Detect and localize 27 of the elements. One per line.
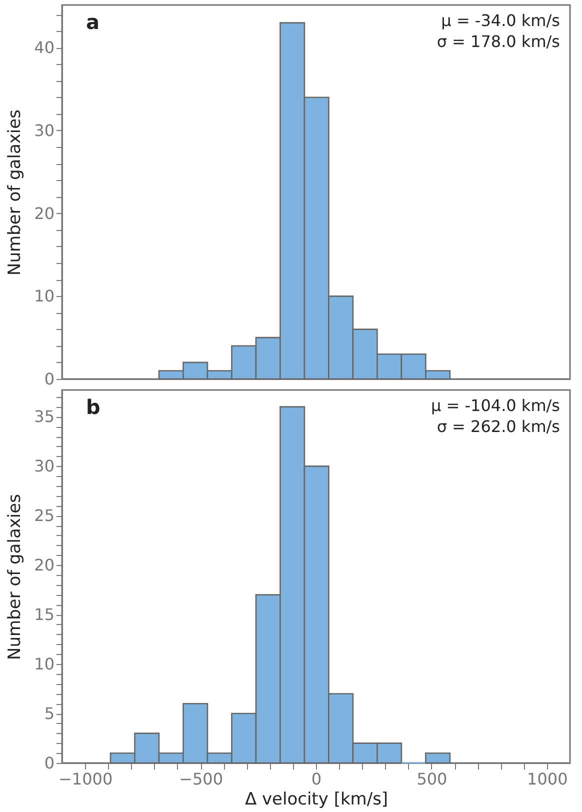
y-tick-label: 10: [34, 286, 54, 306]
y-axis-title: Number of galaxies: [5, 494, 26, 660]
y-tick-label: 10: [34, 654, 54, 674]
y-tick-label: 0: [44, 754, 54, 772]
annotation: σ = 178.0 km/s: [436, 32, 560, 51]
y-tick-label: 20: [34, 204, 54, 223]
x-tick-label: 0: [311, 770, 322, 788]
y-tick-label: 30: [34, 120, 54, 140]
y-tick-label: 15: [34, 605, 54, 624]
annotation: μ = -104.0 km/s: [431, 396, 560, 415]
annotation: a: [86, 10, 100, 34]
annotation: μ = -34.0 km/s: [441, 11, 560, 30]
y-tick-label: 35: [34, 407, 54, 426]
annotation: σ = 262.0 km/s: [436, 417, 560, 436]
x-tick-label: 500: [416, 770, 448, 788]
x-tick-label: 1000: [527, 770, 568, 788]
x-axis-title: Δ velocity [km/s]: [244, 790, 388, 810]
x-tick-label: −500: [179, 770, 224, 788]
y-tick-label: 30: [34, 456, 54, 476]
annotation: b: [86, 395, 100, 419]
y-tick-label: 20: [34, 556, 54, 575]
y-tick-label: 5: [44, 704, 54, 724]
y-tick-label: 0: [44, 370, 54, 388]
y-axis-title: Number of galaxies: [5, 109, 26, 276]
y-tick-label: 40: [34, 38, 54, 58]
x-tick-label: −1000: [58, 770, 113, 788]
y-tick-label: 25: [34, 506, 54, 526]
